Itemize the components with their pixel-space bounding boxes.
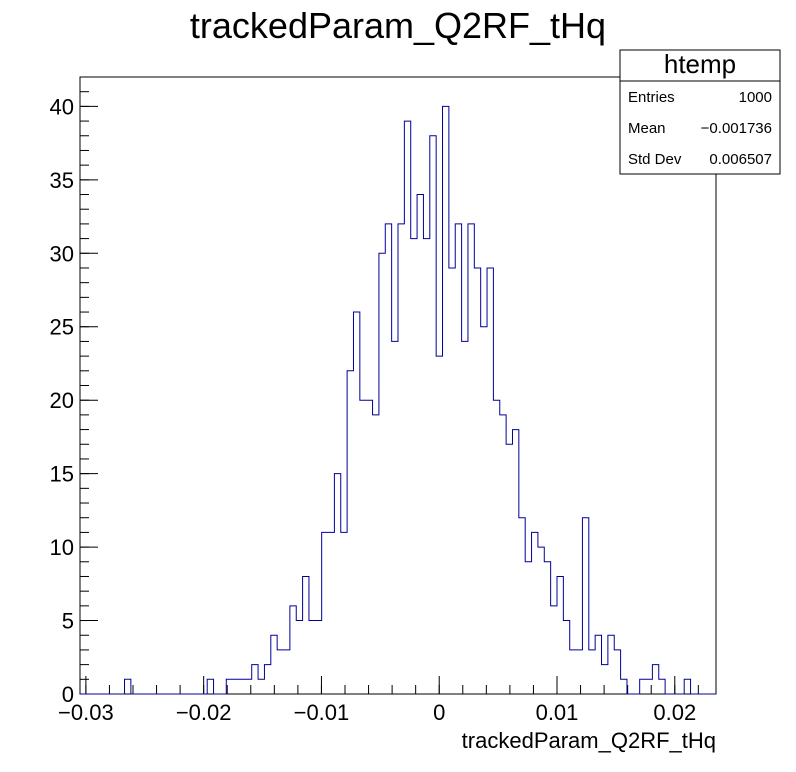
- stats-box: htemp Entries 1000 Mean −0.001736 Std De…: [619, 49, 781, 175]
- chart-title: trackedParam_Q2RF_tHq: [190, 5, 606, 46]
- histogram-bin: [309, 621, 315, 694]
- histogram-bin: [602, 665, 608, 694]
- stats-entries-label: Entries: [628, 89, 675, 106]
- stats-stddev-value: 0.006507: [709, 151, 772, 168]
- histogram-bin: [449, 268, 455, 694]
- histogram-bin: [398, 224, 404, 694]
- histogram-bin: [652, 665, 658, 694]
- histogram-bin: [538, 547, 544, 694]
- histogram-bin: [621, 679, 627, 694]
- major-ticks: [80, 105, 676, 695]
- y-tick-labels: 0 5 10 15 20 25 30 35 40: [50, 94, 74, 707]
- histogram-bin: [341, 532, 347, 694]
- histogram-bin: [570, 650, 576, 694]
- histogram-bin: [589, 650, 595, 694]
- y-tick-label: 25: [50, 315, 74, 340]
- histogram-bin: [576, 650, 582, 694]
- histogram-bin: [296, 621, 302, 694]
- y-tick-label: 5: [62, 609, 74, 634]
- histogram-bin: [411, 239, 417, 694]
- histogram-bin: [353, 312, 359, 694]
- histogram-bin: [125, 679, 131, 694]
- histogram-bin: [423, 239, 429, 694]
- stats-box-title: htemp: [664, 49, 736, 79]
- histogram-bin: [614, 650, 620, 694]
- x-tick-label: 0.02: [653, 700, 696, 725]
- histogram-bin: [608, 635, 614, 694]
- histogram-bin: [462, 341, 468, 694]
- histogram-bin: [385, 224, 391, 694]
- histogram-bins: [125, 106, 691, 694]
- y-tick-label: 15: [50, 462, 74, 487]
- histogram-bin: [500, 415, 506, 694]
- histogram-bin: [659, 679, 665, 694]
- histogram-bin: [557, 576, 563, 694]
- histogram-bin: [519, 518, 525, 694]
- histogram-bin: [404, 121, 410, 694]
- histogram-bin: [640, 679, 646, 694]
- histogram-bin: [684, 679, 690, 694]
- stats-mean-label: Mean: [628, 120, 666, 137]
- stats-stddev-label: Std Dev: [628, 151, 682, 168]
- histogram-bin: [360, 400, 366, 694]
- histogram-bin: [582, 518, 588, 694]
- histogram-bin: [443, 106, 449, 694]
- histogram-bin: [551, 606, 557, 694]
- histogram-bin: [525, 562, 531, 694]
- x-tick-label: 0: [433, 700, 445, 725]
- y-tick-label: 10: [50, 535, 74, 560]
- minor-ticks: [80, 76, 699, 695]
- histogram-bin: [468, 224, 474, 694]
- y-tick-label: 20: [50, 388, 74, 413]
- histogram-bin: [239, 679, 245, 694]
- x-tick-label: −0.01: [294, 700, 350, 725]
- stats-box-frame: [619, 49, 781, 175]
- histogram-bin: [373, 415, 379, 694]
- histogram-bin: [284, 650, 290, 694]
- histogram-bin: [455, 224, 461, 694]
- y-tick-label: 30: [50, 241, 74, 266]
- x-tick-labels: −0.03 −0.02 −0.01 0 0.01 0.02: [58, 700, 696, 725]
- histogram-bin: [303, 576, 309, 694]
- histogram-bin: [430, 136, 436, 694]
- x-tick-label: 0.01: [536, 700, 579, 725]
- histogram-bin: [595, 635, 601, 694]
- histogram-bin: [436, 356, 442, 694]
- x-tick-label: −0.03: [58, 700, 114, 725]
- y-tick-label: 40: [50, 94, 74, 119]
- histogram-bin: [474, 268, 480, 694]
- histogram-bin: [207, 679, 213, 694]
- histogram-bin: [233, 679, 239, 694]
- histogram-bin: [290, 606, 296, 694]
- histogram-outline: [80, 105, 716, 695]
- histogram-bin: [322, 532, 328, 694]
- y-tick-label: 35: [50, 168, 74, 193]
- histogram-bin: [563, 621, 569, 694]
- x-axis-label: trackedParam_Q2RF_tHq: [462, 728, 716, 753]
- histogram-bin: [315, 621, 321, 694]
- histogram-bin: [512, 430, 518, 694]
- histogram-bin: [264, 665, 270, 694]
- stats-entries-value: 1000: [739, 89, 772, 106]
- histogram-bin: [481, 327, 487, 694]
- histogram-bin: [328, 532, 334, 694]
- histogram-bin: [277, 650, 283, 694]
- histogram-bin: [347, 371, 353, 694]
- y-tick-label: 0: [62, 682, 74, 707]
- histogram-bin: [487, 268, 493, 694]
- stats-mean-value: −0.001736: [701, 120, 772, 137]
- histogram-bin: [392, 341, 398, 694]
- histogram-bin: [258, 679, 264, 694]
- histogram-bin: [334, 474, 340, 694]
- histogram-bin: [252, 665, 258, 694]
- histogram-bin: [366, 400, 372, 694]
- histogram-bin: [506, 444, 512, 694]
- x-tick-label: −0.02: [176, 700, 232, 725]
- histogram-bin: [379, 253, 385, 694]
- histogram-bin: [493, 400, 499, 694]
- histogram-bin: [417, 195, 423, 694]
- histogram-bin: [544, 562, 550, 694]
- histogram-bin: [532, 532, 538, 694]
